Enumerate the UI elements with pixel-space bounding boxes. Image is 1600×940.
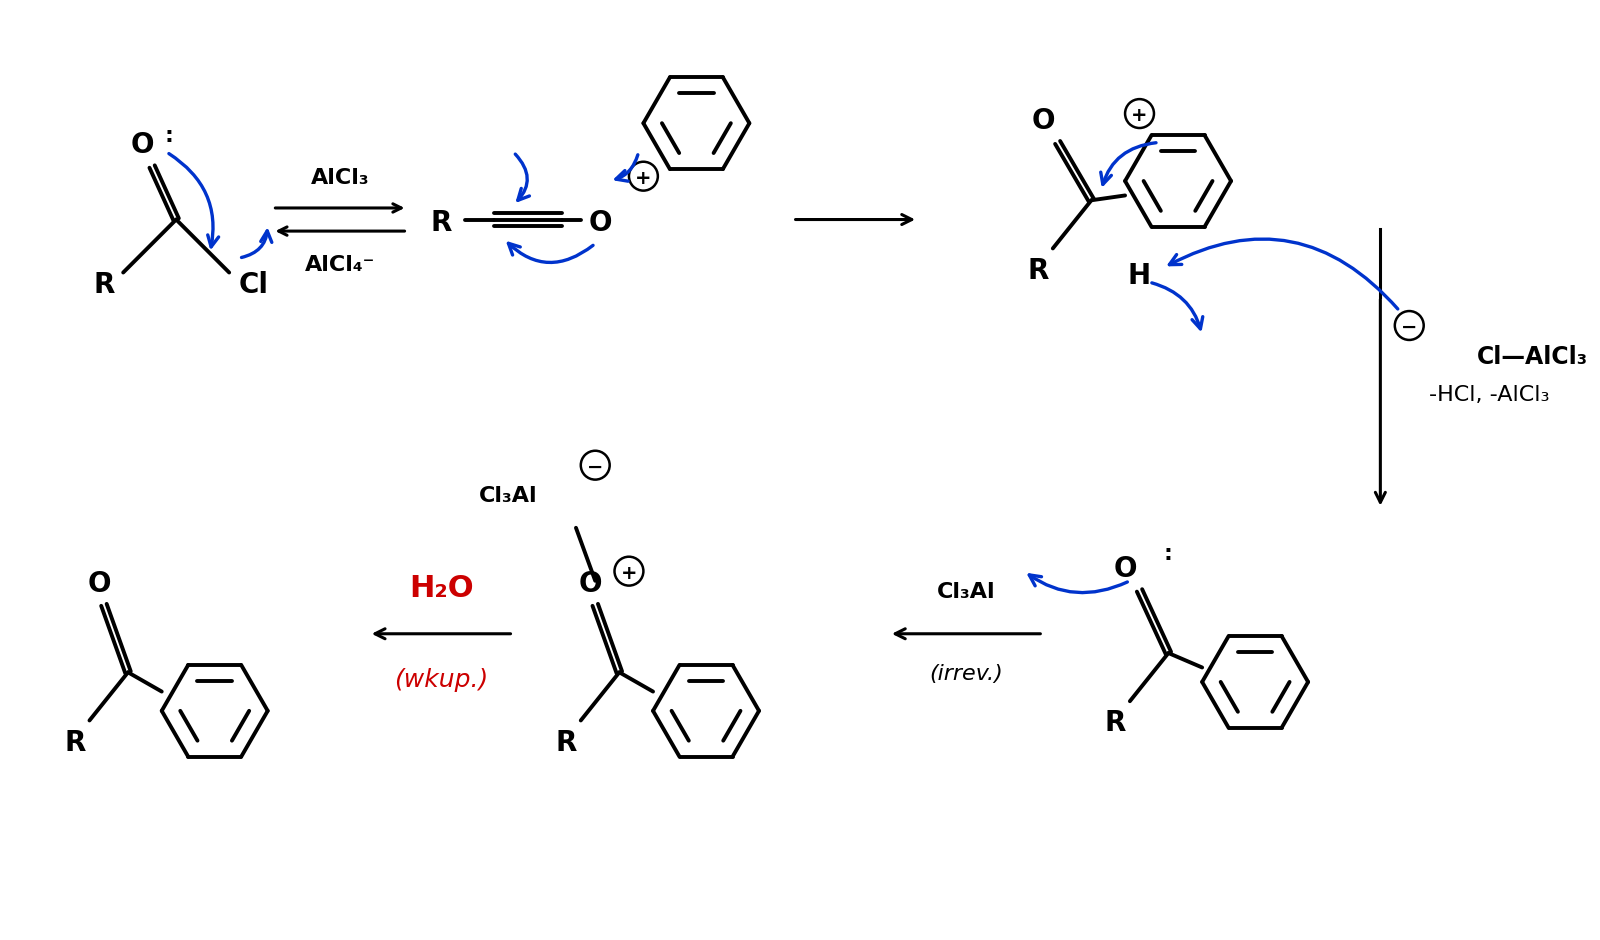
Text: O: O [589,209,611,237]
Text: O: O [1114,556,1138,584]
Text: Cl₃Al: Cl₃Al [938,583,995,603]
Text: O: O [88,570,110,598]
Text: R: R [93,271,115,299]
Text: Cl: Cl [238,271,269,299]
Text: O: O [131,132,154,160]
Text: H₂O: H₂O [408,574,474,603]
Text: R: R [1027,257,1050,285]
Text: R: R [430,209,451,237]
Text: R: R [64,728,86,757]
Text: H: H [1128,261,1150,290]
Text: (wkup.): (wkup.) [394,667,488,692]
Text: +: + [621,564,637,583]
Text: Cl₃Al: Cl₃Al [478,486,538,506]
Text: O: O [1032,107,1054,135]
Text: AlCl₄⁻: AlCl₄⁻ [304,255,374,274]
Text: −: − [1402,318,1418,337]
Text: +: + [635,168,651,188]
Text: Cl—AlCl₃: Cl—AlCl₃ [1477,345,1587,368]
Text: −: − [587,458,603,477]
Text: R: R [555,728,578,757]
Text: AlCl₃: AlCl₃ [310,168,370,188]
Text: :: : [165,126,174,146]
Text: +: + [1131,106,1147,125]
Text: R: R [1104,710,1126,738]
Text: O: O [579,570,602,598]
Text: :: : [1163,544,1173,564]
Text: -HCl, -AlCl₃: -HCl, -AlCl₃ [1429,385,1549,405]
Text: (irrev.): (irrev.) [930,665,1003,684]
